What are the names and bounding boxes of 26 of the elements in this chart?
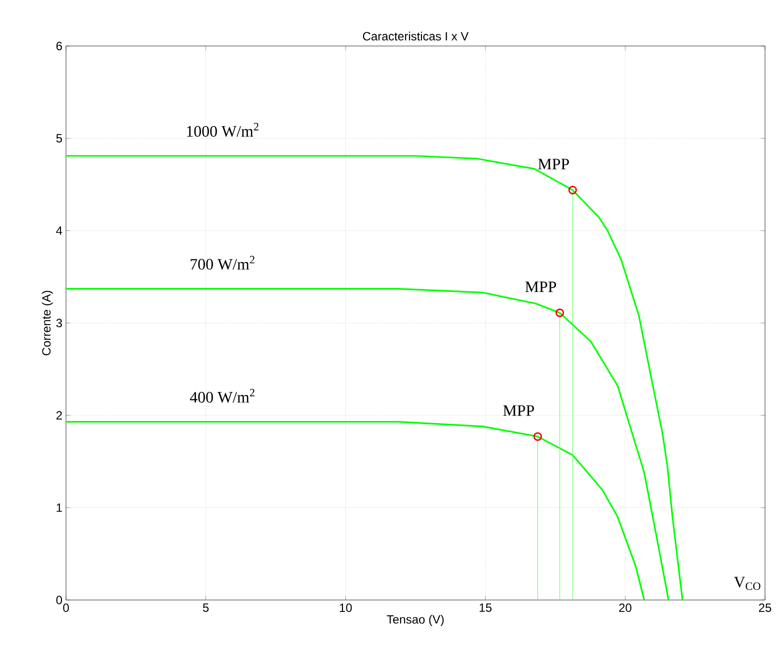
annotation: 400 W/m$^{2}$ (190, 388, 254, 403)
y-tick-label: 5 (56, 134, 62, 142)
annotation: MPP (503, 405, 534, 416)
point (533, 432, 542, 441)
x-tick-label: 15 (480, 604, 492, 612)
x-tick-label: 10 (340, 604, 352, 612)
y-tick-label: 1 (56, 504, 62, 512)
annotation: 700 W/m$^{2}$ (190, 256, 254, 270)
y-tick-label: 2 (56, 411, 62, 420)
annotation: V$_{CO}$ (734, 576, 760, 590)
y-tick-label: 0 (56, 596, 62, 604)
y-tick-label: 6 (56, 42, 62, 50)
x-tick-label: 20 (619, 604, 632, 612)
x-tick-label: 0 (63, 604, 69, 612)
annotation: MPP (538, 158, 569, 170)
x-tick-label: 5 (202, 604, 209, 612)
y-tick-label: 3 (56, 318, 62, 328)
point (568, 186, 577, 194)
chart-title: Caracteristicas I x V (362, 32, 469, 40)
y-tick-label: 4 (56, 226, 62, 235)
annotation: 1000 W/m$^{2}$ (187, 122, 258, 137)
x-tick-label: 25 (758, 604, 772, 612)
annotation: MPP (525, 282, 556, 292)
point (555, 308, 564, 318)
x-axis-title: Tensao (V) (386, 614, 444, 626)
y-axis-title: Corrente (A) (42, 290, 53, 356)
